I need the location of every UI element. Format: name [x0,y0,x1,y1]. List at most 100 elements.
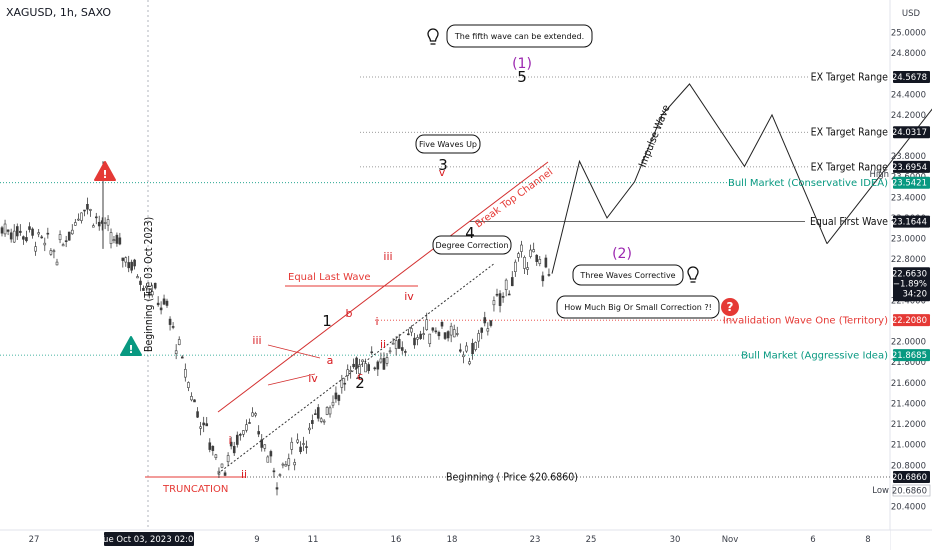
candle-body [431,327,435,331]
wave-label-4: 4 [465,224,475,242]
price-badge-bull_cons[interactable] [893,176,930,189]
candle-body [86,204,89,210]
candle-body [385,357,389,364]
wave-label-i: i [228,434,231,447]
candle-body [434,330,438,333]
degree-correction-note-box[interactable] [432,235,512,255]
candle-body [55,261,59,266]
candle-body [127,262,130,269]
warning-green-icon-glyph: ! [128,343,133,356]
candle-body [504,279,508,291]
wave-projection-path[interactable] [551,83,828,274]
candle-body [15,226,19,237]
candle-body [49,250,53,255]
candle-body [483,317,487,324]
candle-body [331,401,335,406]
current-price-block[interactable] [893,267,930,302]
price-badge-bull_aggr[interactable] [893,349,930,362]
candle-body [12,230,16,243]
candle-body [410,328,413,333]
candle-body [523,257,526,269]
candle-body [471,342,474,355]
candle-body [477,333,480,342]
candle-body [541,275,545,282]
price-badge-ex3[interactable] [893,160,930,173]
candle-body [64,240,68,242]
how-much-note-box[interactable] [556,295,720,319]
candle-body [507,293,511,296]
price-badge-invalid[interactable] [893,314,930,327]
five-waves-up-note-text: Five Waves Up [419,140,477,149]
price-tick: 23.4000 [891,193,926,203]
candle-body [296,439,299,443]
candle-body [311,420,314,424]
price-badge-begin_price[interactable] [893,471,930,483]
candle-body [455,333,459,335]
price-badge-ex2[interactable] [893,126,930,139]
price-badge-text-bull_cons: 23.5421 [892,179,927,189]
wave-label-i-2: i [375,315,378,328]
candle-body [150,291,154,296]
degree-correction-note-text: Degree Correction [435,241,508,250]
candle-body [208,442,212,450]
candle-body [40,236,44,239]
channel-top-line[interactable] [217,161,549,413]
candle-body [349,370,352,372]
candle-body [290,441,294,450]
candle-body [196,411,199,418]
candle-body [214,454,218,458]
candle-body [43,242,47,246]
truncation-label: TRUNCATION [162,484,228,495]
candle-body [382,358,386,370]
candle-body [260,439,264,448]
currency-label[interactable]: USD [902,9,921,19]
candle-body [202,422,205,426]
candle-body [422,333,425,335]
question-icon-glyph: ? [727,300,734,314]
candle-body [489,320,493,326]
candle-body [124,257,128,263]
candle-body [193,399,196,403]
candle-body [334,392,338,400]
candle-body [416,337,419,340]
price-badge-text-invalid: 22.2080 [892,316,927,326]
triangle-lower[interactable] [267,373,316,386]
wave-label-iii: iii [252,334,261,347]
time-tick: 30 [670,535,681,545]
price-badge-equal_first[interactable] [893,215,930,228]
candle-body [281,463,285,466]
candle-body [462,354,465,358]
candle-body [190,396,193,401]
candle-body [89,209,92,211]
fifth-wave-note-box[interactable] [446,24,593,48]
level-label-invalid: Invalidation Wave One (Territory) [723,316,888,327]
level-label-bull_aggr: Bull Market (Aggressive Idea) [741,351,888,362]
candle-body [94,216,98,219]
three-waves-note-box[interactable] [572,264,684,286]
wave-label-iii-2: iii [383,250,392,263]
candle-body [242,430,245,435]
candle-body [517,253,520,258]
candle-body [343,382,347,385]
candle-body [254,413,257,416]
candle-body [526,267,529,270]
candle-body [361,359,364,363]
candle-body [529,249,532,257]
price-tick: 24.4000 [891,90,926,100]
candle-body [325,407,329,415]
channel-bottom-line[interactable] [217,262,496,474]
price-badge-ex1[interactable] [893,71,930,83]
equal-last-wave-label: Equal Last Wave [288,272,371,283]
candle-body [404,351,407,353]
candle-body [510,277,514,287]
five-waves-up-note-box[interactable] [415,134,481,154]
candle-body [495,293,499,296]
triangle-upper[interactable] [267,344,321,359]
candle-body [370,351,374,354]
candle-body [251,412,254,417]
symbol-title[interactable]: XAGUSD, 1h, SAXO [6,6,111,19]
candle-body [6,229,10,232]
candle-body [388,350,392,353]
crosshair-time-text: Tue Oct 03, 2023 02:00 [98,535,199,545]
